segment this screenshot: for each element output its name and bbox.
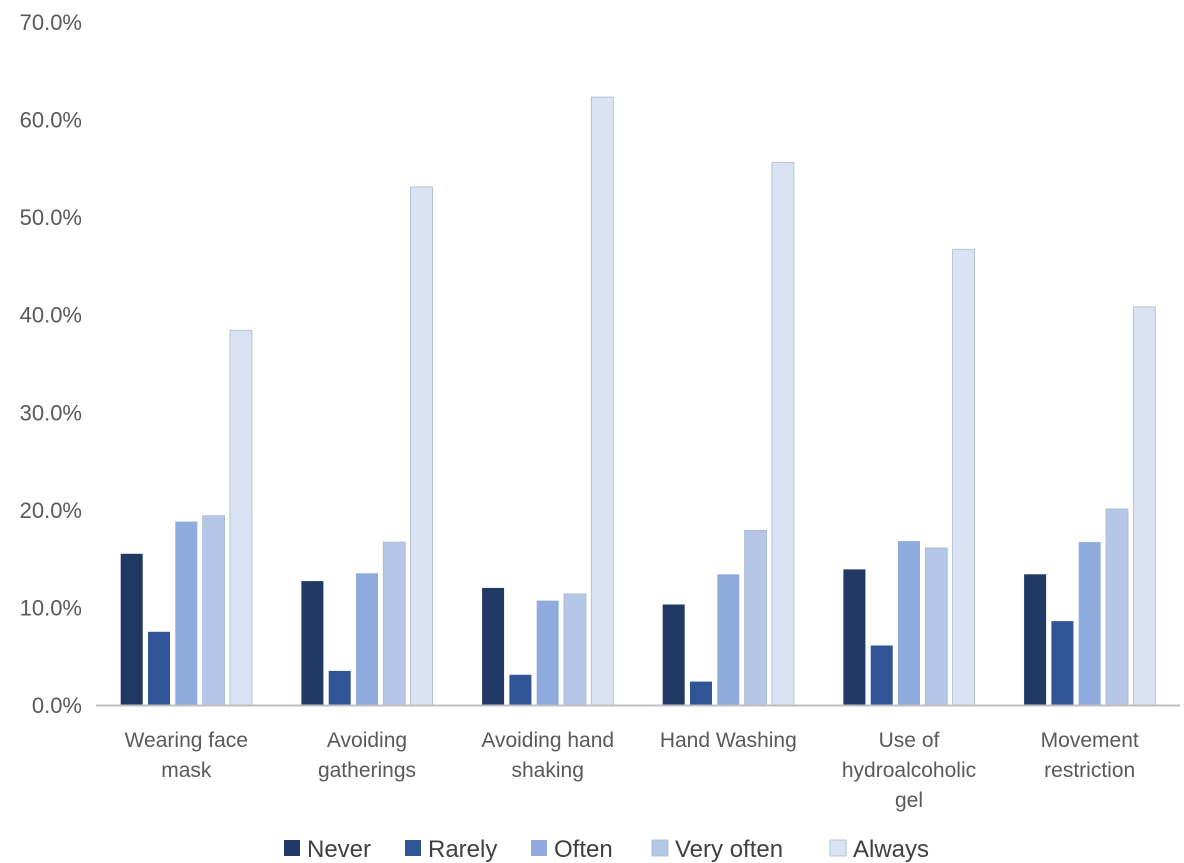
bar-always xyxy=(229,329,253,706)
bar-often xyxy=(356,573,378,705)
legend-swatch xyxy=(531,840,547,856)
x-tick-label: Use of xyxy=(879,729,940,752)
bars xyxy=(120,96,1156,706)
bar-very-often xyxy=(924,547,948,706)
y-tick-label: 60.0% xyxy=(20,108,82,133)
bar-never xyxy=(1024,574,1047,705)
x-tick-label: shaking xyxy=(512,759,584,782)
legend-label: Rarely xyxy=(428,836,497,863)
x-tick-label: Hand Washing xyxy=(660,729,797,752)
bar-always xyxy=(590,96,614,706)
bar-very-often xyxy=(1105,508,1129,706)
legend: Never Rarely Often Very often Always xyxy=(284,836,929,863)
bar-always xyxy=(410,186,434,706)
bar-never xyxy=(482,587,505,705)
legend-swatch xyxy=(651,839,669,857)
bar-often xyxy=(536,600,559,705)
legend-label: Very often xyxy=(675,836,783,863)
bar-very-often xyxy=(563,593,587,706)
y-tick-label: 10.0% xyxy=(20,595,82,620)
bar-never xyxy=(662,604,685,705)
legend-swatch xyxy=(829,839,847,857)
y-tick-label: 20.0% xyxy=(20,498,82,523)
legend-label: Never xyxy=(307,836,371,863)
y-tick-label: 0.0% xyxy=(32,693,82,718)
y-tick-label: 30.0% xyxy=(20,400,82,425)
legend-swatch xyxy=(284,840,300,856)
y-axis: 0.0% 10.0% 20.0% 30.0% 40.0% 50.0% 60.0% 70.0% xyxy=(20,10,82,718)
legend-label: Often xyxy=(554,836,613,863)
bar-rarely xyxy=(1051,621,1074,705)
y-tick-label: 70.0% xyxy=(20,10,82,35)
x-tick-label: restriction xyxy=(1044,759,1135,782)
bar-rarely xyxy=(509,674,532,705)
bar-very-often xyxy=(744,529,767,706)
bar-rarely xyxy=(690,681,712,705)
x-tick-label: Avoiding xyxy=(327,729,407,752)
bar-often xyxy=(1078,542,1101,705)
y-tick-label: 40.0% xyxy=(20,303,82,328)
bar-very-often xyxy=(382,541,406,706)
x-tick-label: gatherings xyxy=(318,759,416,782)
x-tick-label: hydroalcoholic xyxy=(842,759,976,782)
x-tick-label: gel xyxy=(895,789,923,812)
bar-rarely xyxy=(870,645,893,705)
bar-always xyxy=(1132,306,1156,706)
bar-always xyxy=(771,162,795,706)
bar-rarely xyxy=(328,670,351,705)
bar-rarely xyxy=(148,631,170,705)
bar-never xyxy=(301,581,324,705)
bar-never xyxy=(120,553,143,705)
bar-very-often xyxy=(202,515,226,706)
legend-label: Always xyxy=(853,836,929,863)
x-tick-label: Avoiding hand xyxy=(481,729,614,752)
y-tick-label: 50.0% xyxy=(20,205,82,230)
x-tick-label: Movement xyxy=(1041,729,1139,752)
x-tick-label: Wearing face xyxy=(125,729,248,752)
bar-often xyxy=(898,541,920,705)
bar-often xyxy=(175,521,198,705)
legend-swatch xyxy=(405,840,421,856)
bar-never xyxy=(843,569,866,705)
x-tick-label: mask xyxy=(161,759,212,782)
bar-always xyxy=(952,248,975,706)
bar-often xyxy=(717,574,740,705)
x-axis-labels: Wearing face mask Avoiding gatherings Avoidi… xyxy=(125,729,1139,812)
